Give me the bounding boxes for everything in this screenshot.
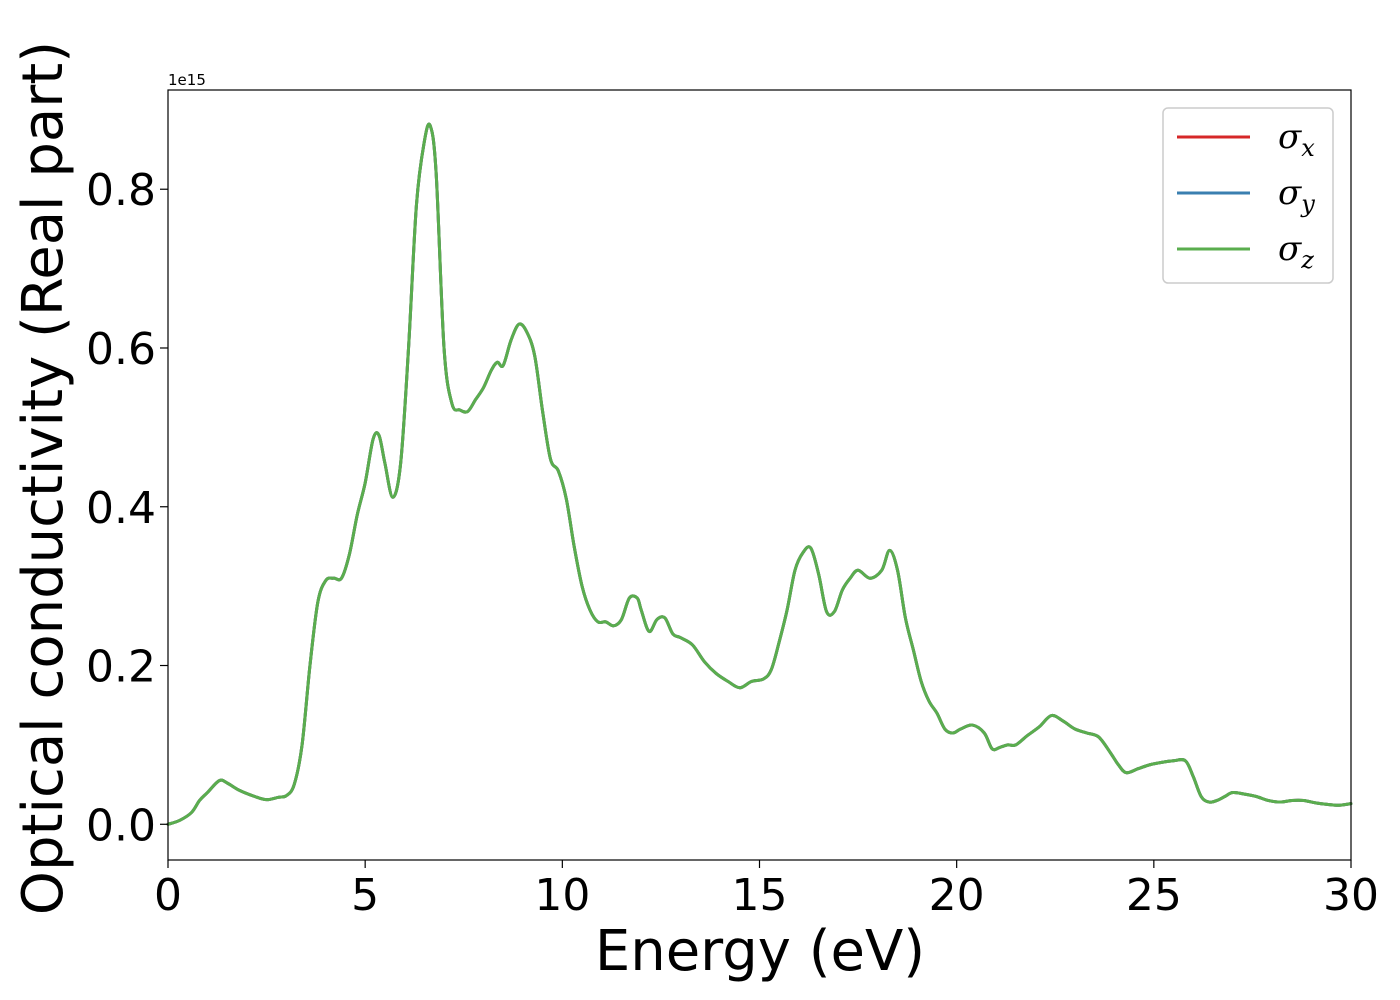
legend-label-σx: σx (1278, 117, 1315, 162)
x-tick-label: 25 (1126, 870, 1182, 921)
series-line-σz (166, 122, 1353, 826)
y-offset-label: 1e15 (168, 71, 206, 89)
legend-label-σy: σy (1278, 173, 1315, 218)
series-layer (166, 122, 1353, 826)
y-tick-label: 0.2 (86, 642, 156, 693)
y-axis: 0.0 0.2 0.4 0.6 0.8 (86, 165, 168, 851)
y-tick-label: 0.4 (86, 483, 156, 534)
legend-box (1162, 107, 1334, 284)
x-tick-label: 20 (929, 870, 985, 921)
x-tick-label: 0 (154, 870, 182, 921)
y-tick-label: 0.6 (86, 324, 156, 375)
x-tick-label: 10 (534, 870, 590, 921)
y-axis-label: Optical conductivity (Real part) (11, 41, 76, 915)
x-axis-label: Energy (eV) (595, 919, 925, 984)
x-axis: 0 5 10 15 20 25 30 (154, 860, 1379, 921)
x-tick-label: 30 (1323, 870, 1379, 921)
x-tick-label: 15 (732, 870, 788, 921)
y-tick-label: 0.8 (86, 165, 156, 216)
x-tick-label: 5 (351, 870, 379, 921)
y-tick-label: 0.0 (86, 800, 156, 851)
